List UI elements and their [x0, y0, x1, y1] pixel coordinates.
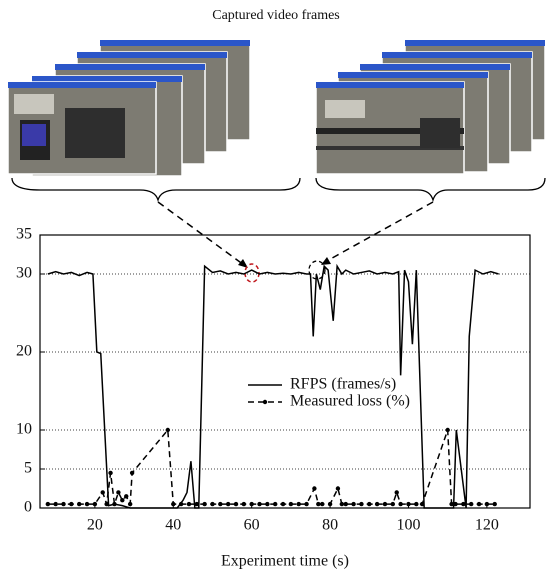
- data-point: [406, 501, 411, 507]
- x-tick-label: 60: [244, 517, 260, 534]
- y-tick-label: 5: [24, 460, 32, 477]
- data-point: [100, 490, 105, 495]
- pointer-arrow: [157, 201, 245, 266]
- data-point: [116, 490, 121, 495]
- data-point: [420, 501, 425, 507]
- data-point: [476, 501, 482, 507]
- data-point: [273, 501, 278, 507]
- data-point: [171, 501, 176, 507]
- data-point: [390, 501, 395, 507]
- data-point: [359, 501, 364, 507]
- chart-title: Captured video frames: [212, 8, 340, 23]
- data-point: [453, 501, 458, 507]
- data-point: [53, 501, 58, 507]
- brace: [11, 177, 301, 203]
- data-point: [178, 501, 184, 507]
- data-point: [492, 501, 497, 507]
- data-point: [69, 501, 74, 507]
- data-point: [249, 501, 254, 507]
- data-point: [77, 501, 82, 507]
- highlight-circle: [308, 260, 326, 280]
- data-point: [351, 501, 356, 507]
- data-point: [288, 501, 294, 507]
- data-point: [449, 501, 454, 507]
- data-point: [484, 501, 490, 507]
- data-point: [312, 486, 317, 491]
- data-point: [210, 501, 215, 507]
- data-point: [112, 501, 117, 507]
- x-tick-label: 20: [87, 517, 103, 534]
- brace: [315, 177, 546, 203]
- data-point: [367, 501, 372, 507]
- data-point: [202, 501, 207, 507]
- data-point: [265, 501, 270, 507]
- pointer-arrow: [324, 201, 434, 263]
- data-point: [296, 501, 301, 507]
- data-point: [469, 501, 474, 507]
- data-point: [398, 501, 403, 507]
- data-point: [304, 501, 309, 507]
- data-point: [84, 501, 90, 507]
- data-point: [218, 501, 223, 507]
- data-point: [225, 501, 231, 507]
- data-point: [382, 501, 388, 507]
- data-point: [339, 501, 345, 507]
- x-axis-label: Experiment time (s): [221, 553, 349, 570]
- data-point: [343, 501, 348, 507]
- data-point: [45, 501, 51, 507]
- data-point: [92, 501, 98, 507]
- frame-stack-right: [315, 39, 546, 175]
- series-line: [47, 263, 499, 509]
- data-point: [129, 470, 135, 476]
- x-tick-label: 120: [475, 517, 499, 534]
- data-point: [104, 501, 109, 507]
- plot-frame: [39, 234, 531, 509]
- data-point: [165, 427, 170, 433]
- arrow-head: [321, 257, 331, 265]
- legend-label: Measured loss (%): [290, 393, 410, 410]
- data-point: [327, 501, 333, 507]
- data-point: [374, 501, 380, 507]
- y-tick-label: 10: [16, 421, 32, 438]
- y-tick-label: 30: [16, 265, 32, 282]
- data-point: [316, 501, 321, 507]
- arrow-head: [238, 259, 248, 268]
- data-point: [445, 427, 450, 433]
- y-tick-label: 0: [24, 499, 32, 516]
- data-point: [194, 501, 199, 507]
- data-point: [414, 501, 419, 507]
- data-point: [280, 501, 286, 507]
- y-tick-label: 20: [16, 343, 32, 360]
- frame-stack-left: [7, 39, 251, 177]
- data-point: [61, 501, 66, 507]
- x-tick-label: 40: [165, 517, 181, 534]
- data-point: [461, 501, 466, 507]
- data-point: [127, 501, 133, 507]
- data-point: [320, 501, 325, 507]
- data-point: [186, 501, 192, 507]
- x-tick-label: 80: [322, 517, 338, 534]
- data-point: [233, 501, 239, 507]
- data-point: [394, 490, 399, 495]
- data-point: [257, 501, 262, 507]
- data-point: [120, 498, 125, 503]
- data-point: [241, 501, 247, 507]
- series-line: [47, 428, 495, 507]
- x-tick-label: 100: [396, 517, 420, 534]
- y-tick-label: 35: [16, 226, 32, 243]
- data-point: [335, 486, 341, 491]
- legend-label: RFPS (frames/s): [290, 376, 396, 393]
- legend-marker: [262, 399, 268, 405]
- data-point: [124, 494, 129, 499]
- data-point: [108, 470, 113, 476]
